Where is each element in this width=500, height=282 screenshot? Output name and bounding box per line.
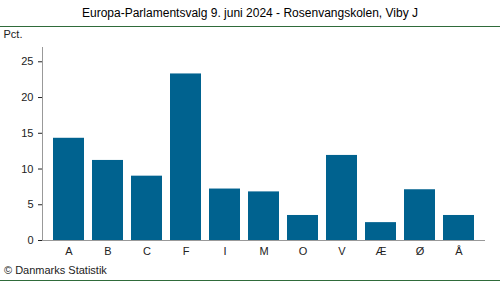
svg-text:Ø: Ø bbox=[416, 245, 425, 257]
svg-text:Æ: Æ bbox=[376, 245, 387, 257]
svg-text:20: 20 bbox=[21, 91, 33, 103]
svg-text:O: O bbox=[299, 245, 308, 257]
svg-text:I: I bbox=[223, 245, 226, 257]
svg-text:F: F bbox=[183, 245, 190, 257]
svg-text:B: B bbox=[104, 245, 111, 257]
html-text:Europa-Parlamentsvalg 9. juni: Europa-Parlamentsvalg 9. juni 2024 - Ros… bbox=[82, 6, 418, 20]
svg-text:10: 10 bbox=[21, 163, 33, 175]
svg-text:5: 5 bbox=[27, 198, 33, 210]
svg-text:M: M bbox=[259, 245, 268, 257]
svg-text:15: 15 bbox=[21, 127, 33, 139]
svg-text:C: C bbox=[143, 245, 151, 257]
svg-text:V: V bbox=[338, 245, 346, 257]
html-text:© Danmarks Statistik: © Danmarks Statistik bbox=[4, 264, 107, 276]
svg-text:0: 0 bbox=[27, 234, 33, 246]
svg-text:A: A bbox=[65, 245, 73, 257]
svg-text:Pct.: Pct. bbox=[4, 28, 23, 40]
svg-text:25: 25 bbox=[21, 55, 33, 67]
svg-text:Å: Å bbox=[455, 245, 463, 257]
